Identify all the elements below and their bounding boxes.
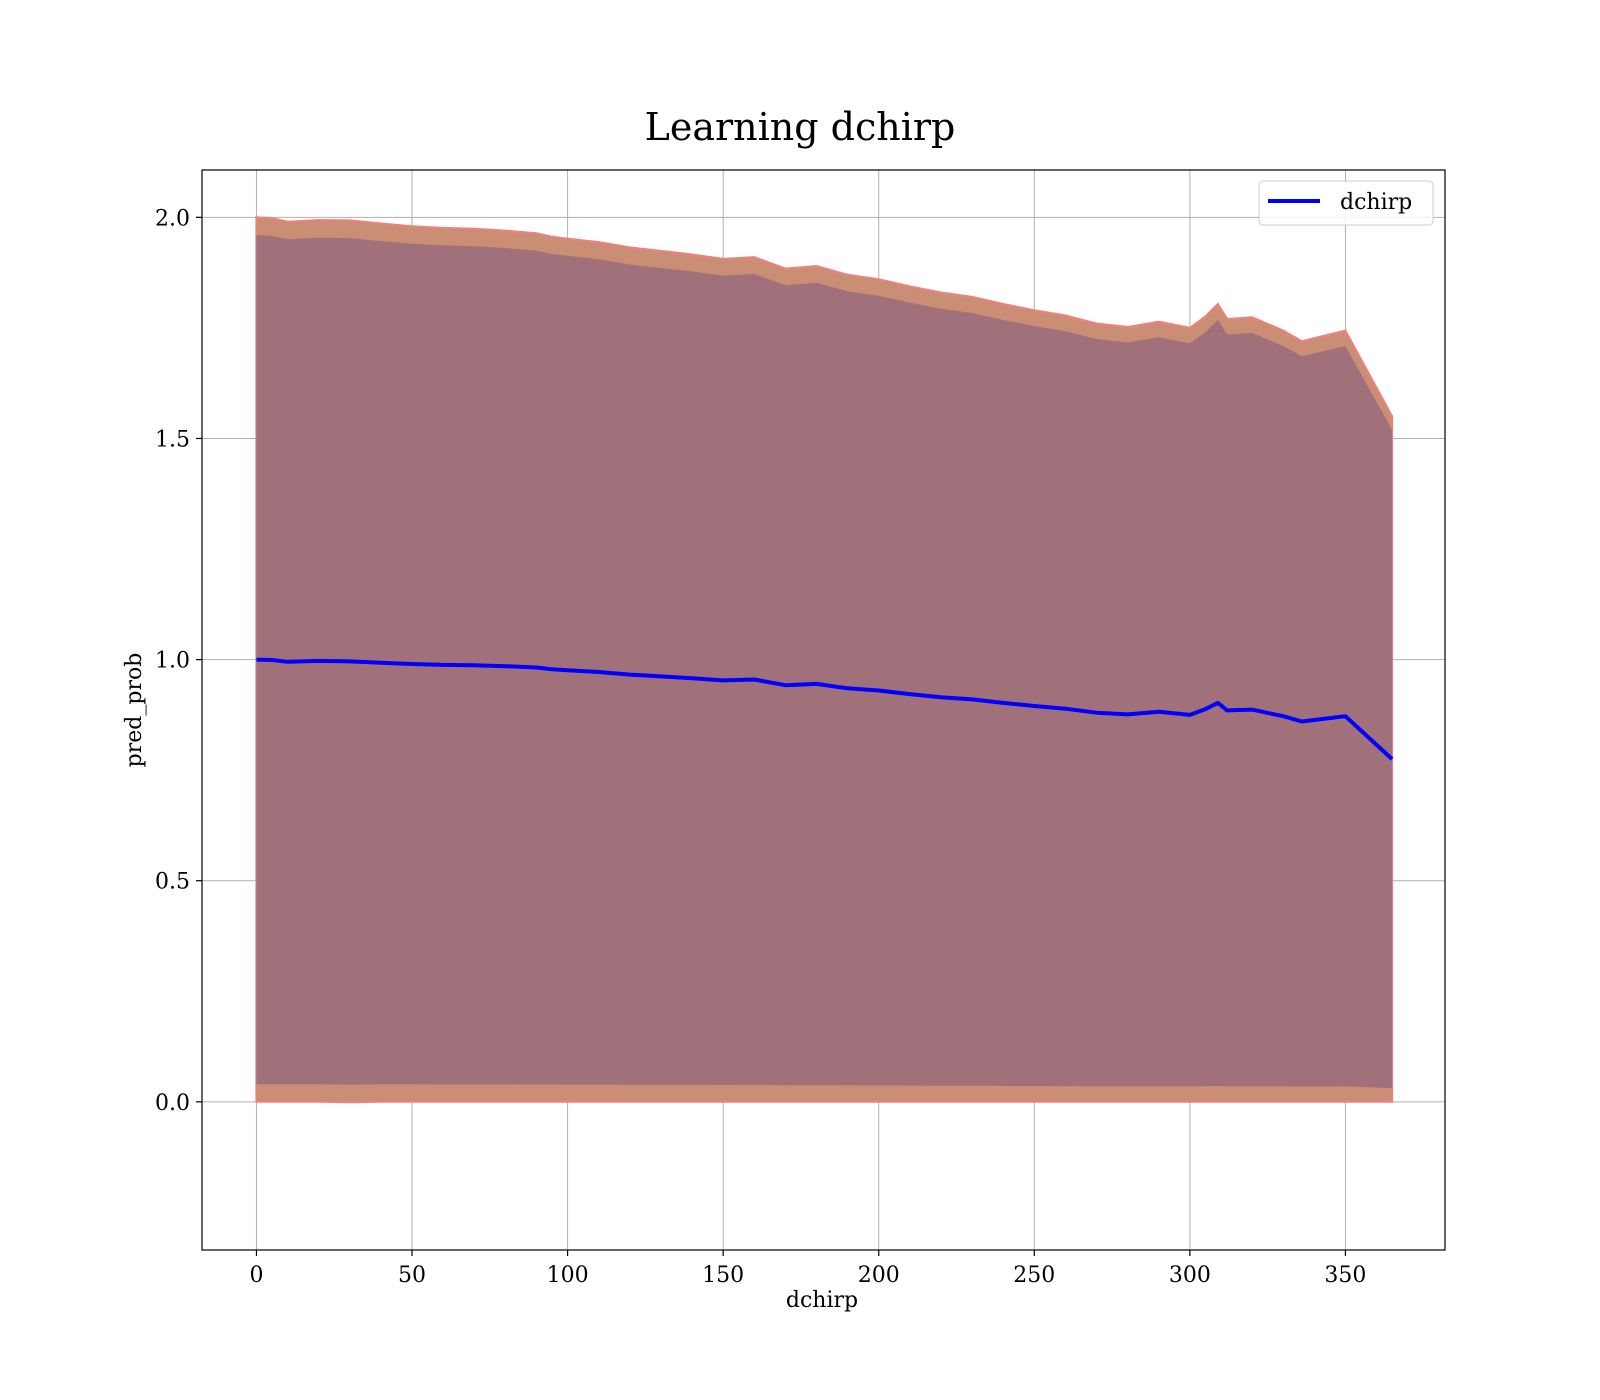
- legend-label-dchirp: dchirp: [1340, 190, 1412, 215]
- y-tick-label: 1.5: [155, 427, 190, 452]
- y-axis-label: pred_prob: [122, 653, 147, 768]
- y-tick-label: 0.0: [155, 1091, 190, 1116]
- y-ticks: 0.0 0.5 1.0 1.5 2.0: [155, 206, 202, 1116]
- plot-frame: [201, 169, 1446, 1251]
- y-tick-label: 2.0: [155, 206, 190, 231]
- series-line-dchirp: [256, 657, 1394, 761]
- y-tick-label: 0.5: [155, 870, 190, 895]
- x-tick-label: 150: [702, 1263, 744, 1288]
- confidence-bands: [255, 216, 1394, 1104]
- inner-confidence-band: [256, 235, 1393, 1089]
- series-lines: [256, 657, 1394, 761]
- legend-box: [1258, 180, 1434, 226]
- x-tick-label: 100: [547, 1263, 589, 1288]
- x-tick-label: 200: [858, 1263, 900, 1288]
- x-tick-label: 350: [1324, 1263, 1366, 1288]
- x-ticks: 0 50 100 150 200 250 300 350: [249, 1250, 1366, 1288]
- y-tick-label: 1.0: [155, 649, 190, 674]
- x-tick-label: 250: [1013, 1263, 1055, 1288]
- x-tick-label: 0: [249, 1263, 263, 1288]
- chart-title: Learning dchirp: [645, 105, 956, 149]
- x-tick-label: 300: [1169, 1263, 1211, 1288]
- legend: dchirp: [1258, 180, 1434, 226]
- x-axis-label: dchirp: [786, 1288, 858, 1313]
- x-tick-label: 50: [398, 1263, 426, 1288]
